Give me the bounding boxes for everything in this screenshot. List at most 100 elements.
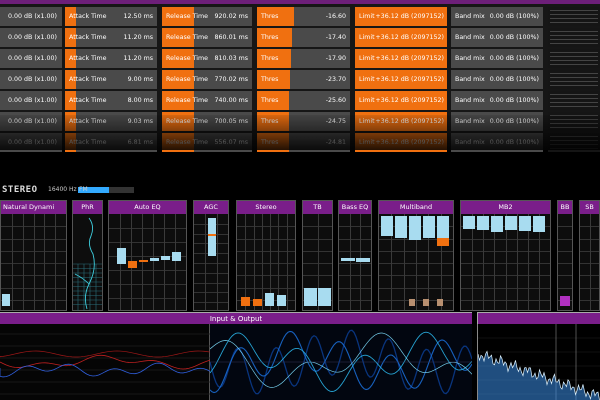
output-level-value[interactable]: 0.00 dB (x1.00)	[0, 7, 62, 26]
release-control[interactable]: Release Time 920.02 ms	[162, 7, 252, 26]
thres-control[interactable]: Thres -16.60	[257, 7, 350, 26]
attack-control[interactable]: Attack Time 12.50 ms	[65, 7, 157, 26]
attack-control[interactable]: Attack Time 11.20 ms	[65, 49, 157, 68]
stereo-panel[interactable]: Stereo	[236, 200, 296, 311]
bandmix-label: Band mix	[455, 76, 485, 83]
grid-line	[164, 214, 165, 310]
bb-panel[interactable]: BB	[557, 200, 573, 311]
attack-value: 9.00 ms	[127, 76, 153, 83]
thres-control[interactable]: Thres -17.90	[257, 49, 350, 68]
waveform-scope[interactable]	[210, 324, 472, 400]
thres-control[interactable]: Thres -25.60	[257, 91, 350, 110]
output-level-text: 0.00 dB (x1.00)	[8, 76, 58, 83]
bandmix-control[interactable]: Band mix 0.00 dB (100%)	[451, 7, 543, 26]
output-level-value[interactable]: 0.00 dB (x1.00)	[0, 28, 62, 47]
input-output-title: Input & Output	[0, 312, 472, 324]
release-control[interactable]: Release Time 770.02 ms	[162, 70, 252, 89]
band-mini-meter	[548, 91, 600, 110]
natural-dynamics-panel[interactable]: Natural Dynami	[0, 200, 67, 311]
agc-title: AGC	[194, 201, 228, 214]
limit-control[interactable]: Limit +36.12 dB (2097152)	[355, 133, 447, 152]
mb2-gr-bar	[533, 216, 545, 232]
grid-line	[109, 298, 186, 299]
band-row: 0.00 dB (x1.00) Attack Time 11.20 ms Releas…	[0, 28, 600, 47]
release-control[interactable]: Release Time 556.07 ms	[162, 133, 252, 152]
limit-control[interactable]: Limit +36.12 dB (2097152)	[355, 49, 447, 68]
spectrum-analyzer[interactable]	[477, 324, 600, 400]
grid-line	[483, 214, 485, 310]
agc-gain-marker	[208, 234, 216, 236]
limit-control[interactable]: Limit +36.12 dB (2097152)	[355, 91, 447, 110]
grid-line	[109, 242, 186, 243]
release-control[interactable]: Release Time 700.05 ms	[162, 112, 252, 131]
bandmix-control[interactable]: Band mix 0.00 dB (100%)	[451, 28, 543, 47]
phase-rotator-curve	[73, 217, 102, 311]
limit-control[interactable]: Limit +36.12 dB (2097152)	[355, 70, 447, 89]
eq-band-bar	[128, 261, 137, 268]
mb2-gr-bar	[505, 216, 517, 230]
attack-label: Attack Time	[69, 76, 107, 83]
multiband-panel[interactable]: Multiband	[378, 200, 454, 311]
output-level-value[interactable]: 0.00 dB (x1.00)	[0, 91, 62, 110]
bb-meters	[558, 214, 572, 310]
grid-line	[349, 214, 351, 310]
pilot-frequency-readout: 16400 Hz	[48, 186, 77, 193]
bass-eq-panel[interactable]: Bass EQ	[338, 200, 372, 311]
bandmix-control[interactable]: Band mix 0.00 dB (100%)	[451, 91, 543, 110]
phr-panel[interactable]: PhR	[72, 200, 103, 311]
auto-eq-panel[interactable]: Auto EQ	[108, 200, 187, 311]
tb-panel[interactable]: TB	[302, 200, 333, 311]
attack-control[interactable]: Attack Time 9.00 ms	[65, 70, 157, 89]
attack-control[interactable]: Attack Time 9.03 ms	[65, 112, 157, 131]
release-control[interactable]: Release Time 860.01 ms	[162, 28, 252, 47]
thres-value: -25.60	[325, 97, 346, 104]
release-label: Release Time	[166, 55, 209, 62]
bandmix-control[interactable]: Band mix 0.00 dB (100%)	[451, 70, 543, 89]
release-value: 920.02 ms	[214, 13, 248, 20]
multiband-gr-bar	[409, 216, 421, 240]
thres-control[interactable]: Thres -24.81	[257, 133, 350, 152]
attack-value: 12.50 ms	[123, 13, 153, 20]
mb2-panel[interactable]: MB2	[460, 200, 551, 311]
bandmix-control[interactable]: Band mix 0.00 dB (100%)	[451, 112, 543, 131]
natural-dynamics-title: Natural Dynami	[1, 201, 66, 214]
output-level-value[interactable]: 0.00 dB (x1.00)	[0, 49, 62, 68]
grid-line	[339, 275, 371, 277]
release-control[interactable]: Release Time 740.00 ms	[162, 91, 252, 110]
agc-panel[interactable]: AGC	[193, 200, 229, 311]
attack-control[interactable]: Attack Time 6.81 ms	[65, 133, 157, 152]
input-output-trace[interactable]	[0, 324, 210, 400]
release-control[interactable]: Release Time 810.03 ms	[162, 49, 252, 68]
release-fill	[162, 7, 194, 26]
thres-control[interactable]: Thres -23.70	[257, 70, 350, 89]
thres-control[interactable]: Thres -24.75	[257, 112, 350, 131]
output-level-value[interactable]: 0.00 dB (x1.00)	[0, 70, 62, 89]
limit-control[interactable]: Limit +36.12 dB (2097152)	[355, 7, 447, 26]
bandmix-control[interactable]: Band mix 0.00 dB (100%)	[451, 133, 543, 152]
release-label: Release Time	[166, 139, 209, 146]
attack-fill	[65, 70, 77, 89]
limit-control[interactable]: Limit +36.12 dB (2097152)	[355, 28, 447, 47]
bandmix-label: Band mix	[455, 55, 485, 62]
attack-label: Attack Time	[69, 97, 107, 104]
tb-meters	[303, 214, 332, 310]
multiband-gr-bar	[381, 216, 393, 236]
bass-eq-bar	[356, 258, 370, 262]
grid-line	[253, 214, 255, 310]
bandmix-control[interactable]: Band mix 0.00 dB (100%)	[451, 49, 543, 68]
grid-line	[403, 214, 405, 310]
grid-line	[339, 263, 371, 264]
grid-line	[339, 250, 371, 252]
sb-panel[interactable]: SB	[579, 200, 600, 311]
bandmix-label: Band mix	[455, 118, 485, 125]
thres-fill	[257, 28, 293, 47]
output-level-value[interactable]: 0.00 dB (x1.00)	[0, 133, 62, 152]
attack-control[interactable]: Attack Time 11.20 ms	[65, 28, 157, 47]
limit-control[interactable]: Limit +36.12 dB (2097152)	[355, 112, 447, 131]
output-level-value[interactable]: 0.00 dB (x1.00)	[0, 112, 62, 131]
stereo-meters	[237, 214, 295, 310]
thres-control[interactable]: Thres -17.40	[257, 28, 350, 47]
grid-line	[194, 302, 228, 304]
attack-control[interactable]: Attack Time 8.00 ms	[65, 91, 157, 110]
release-value: 740.00 ms	[214, 97, 248, 104]
